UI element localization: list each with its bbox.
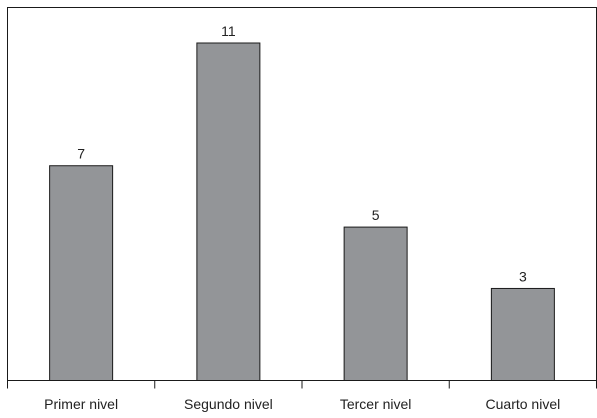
x-tick-label: Cuarto nivel [486,396,561,412]
bar-primer-nivel [49,165,114,381]
x-tick-labels-group: Primer nivel Segundo nivel Tercer nivel Cua… [44,396,560,412]
data-label: 5 [372,207,380,223]
bar-tercer-nivel [343,226,408,381]
x-tick-label: Tercer nivel [340,396,412,412]
bar-cuarto-nivel [490,287,555,382]
x-tick-label: Primer nivel [44,396,118,412]
bar-segundo-nivel [196,42,261,381]
data-label: 7 [77,146,85,162]
bars-group [49,42,555,382]
data-label: 3 [519,268,527,284]
x-ticks-group [7,380,597,389]
value-labels-group: 7 11 5 3 [77,23,527,284]
data-label: 11 [221,23,236,39]
x-tick-label: Segundo nivel [184,396,273,412]
